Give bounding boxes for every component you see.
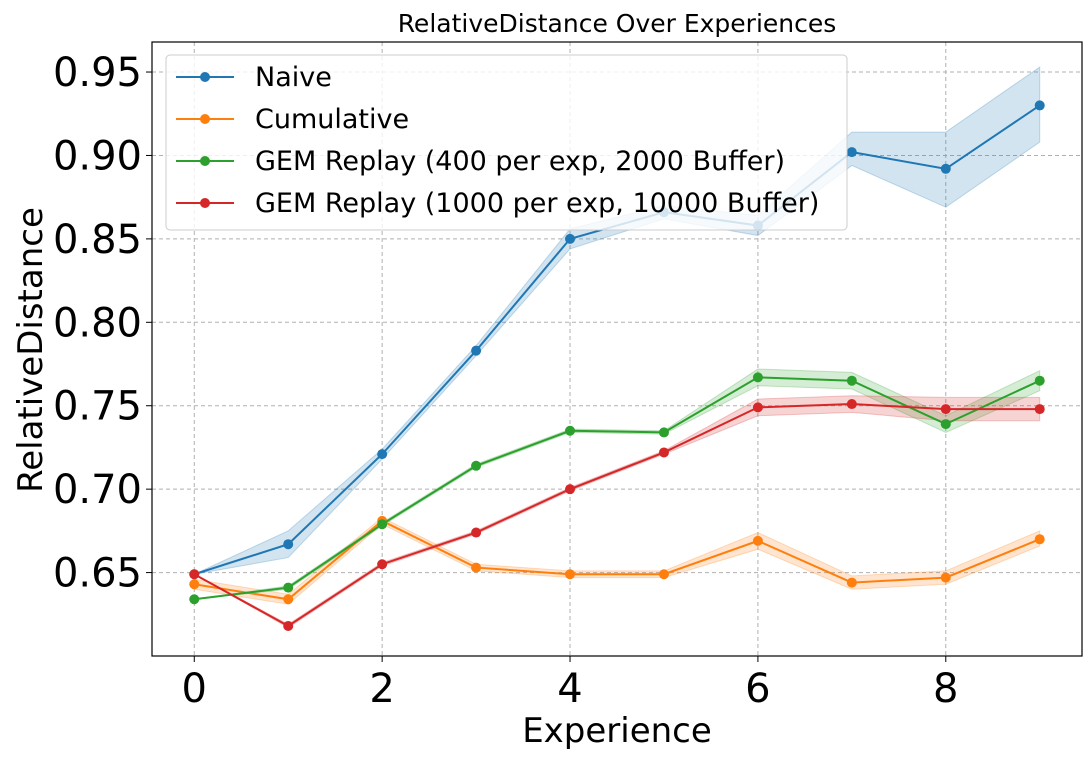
series-4-line bbox=[193, 403, 1040, 628]
series-1-point bbox=[1034, 100, 1045, 111]
series-3-point bbox=[846, 375, 857, 386]
series-3-point bbox=[189, 594, 200, 605]
x-tick-label: 4 bbox=[557, 666, 582, 712]
series-2-point bbox=[565, 569, 576, 580]
series-3-point bbox=[1034, 375, 1045, 386]
y-tick-label: 0.80 bbox=[53, 300, 142, 346]
series-2-point bbox=[940, 572, 951, 583]
series-2-point bbox=[752, 535, 763, 546]
series-4-point bbox=[471, 527, 482, 538]
series-2-point bbox=[1034, 534, 1045, 545]
series-3-point bbox=[565, 425, 576, 436]
series-2-line bbox=[194, 519, 1041, 601]
series-1-point bbox=[846, 147, 857, 158]
y-tick-label: 0.75 bbox=[53, 384, 142, 430]
series-4-point bbox=[658, 447, 669, 458]
legend-label: Cumulative bbox=[255, 104, 409, 135]
series-2-point bbox=[846, 577, 857, 588]
y-tick-label: 0.85 bbox=[53, 217, 142, 263]
series-3-point bbox=[752, 372, 763, 383]
series-4-point bbox=[565, 484, 576, 495]
series-1-point bbox=[283, 539, 294, 550]
x-tick-label: 6 bbox=[745, 666, 770, 712]
series-3-point bbox=[377, 519, 388, 530]
y-tick-label: 0.90 bbox=[53, 133, 142, 179]
legend: Naive Cumulative GEM Replay (400 per exp, … bbox=[165, 54, 848, 231]
legend-swatch-marker bbox=[200, 198, 210, 208]
legend-swatch-marker bbox=[200, 114, 210, 124]
chart-title: RelativeDistance Over Experiences bbox=[398, 9, 837, 38]
series-2-point bbox=[189, 579, 200, 590]
legend-label: Naive bbox=[255, 62, 332, 93]
series-4-point bbox=[377, 559, 388, 570]
series-1-point bbox=[940, 163, 951, 174]
legend-box bbox=[165, 54, 848, 231]
series-4-point bbox=[846, 399, 857, 410]
series-4-point bbox=[1034, 404, 1045, 415]
plot-area-frame bbox=[151, 41, 1083, 657]
legend-swatch-marker bbox=[200, 156, 210, 166]
series-4-point bbox=[752, 402, 763, 413]
series-4-point bbox=[189, 569, 200, 580]
series-1-point bbox=[471, 345, 482, 356]
series-2-band bbox=[193, 516, 1041, 605]
x-tick-label: 2 bbox=[369, 666, 394, 712]
legend-label: GEM Replay (400 per exp, 2000 Buffer) bbox=[255, 146, 785, 177]
x-tick-label: 0 bbox=[182, 666, 207, 712]
series-3-point bbox=[658, 427, 669, 438]
series-3-point bbox=[940, 419, 951, 430]
axis-ticks: 0 2 4 6 8 0.65 0.70 0.75 0.80 0.85 0.90 0.95 bbox=[53, 50, 959, 712]
series-4-point bbox=[940, 404, 951, 415]
series-3-point bbox=[471, 460, 482, 471]
series-4-point bbox=[283, 620, 294, 631]
series-3-point bbox=[283, 582, 294, 593]
y-tick-label: 0.70 bbox=[53, 467, 142, 513]
legend-swatch-marker bbox=[200, 72, 210, 82]
y-tick-label: 0.65 bbox=[53, 551, 142, 597]
legend-label: GEM Replay (1000 per exp, 10000 Buffer) bbox=[255, 188, 819, 219]
x-tick-label: 8 bbox=[933, 666, 958, 712]
series-2-point bbox=[471, 562, 482, 573]
x-axis-label: Experience bbox=[522, 711, 712, 751]
series-1-point bbox=[565, 233, 576, 244]
y-tick-label: 0.95 bbox=[53, 50, 142, 96]
series-2-point bbox=[658, 569, 669, 580]
series-3-line bbox=[194, 376, 1041, 601]
y-axis-label: RelativeDistance bbox=[11, 207, 51, 493]
series-2-point bbox=[283, 594, 294, 605]
series-1-point bbox=[377, 449, 388, 460]
